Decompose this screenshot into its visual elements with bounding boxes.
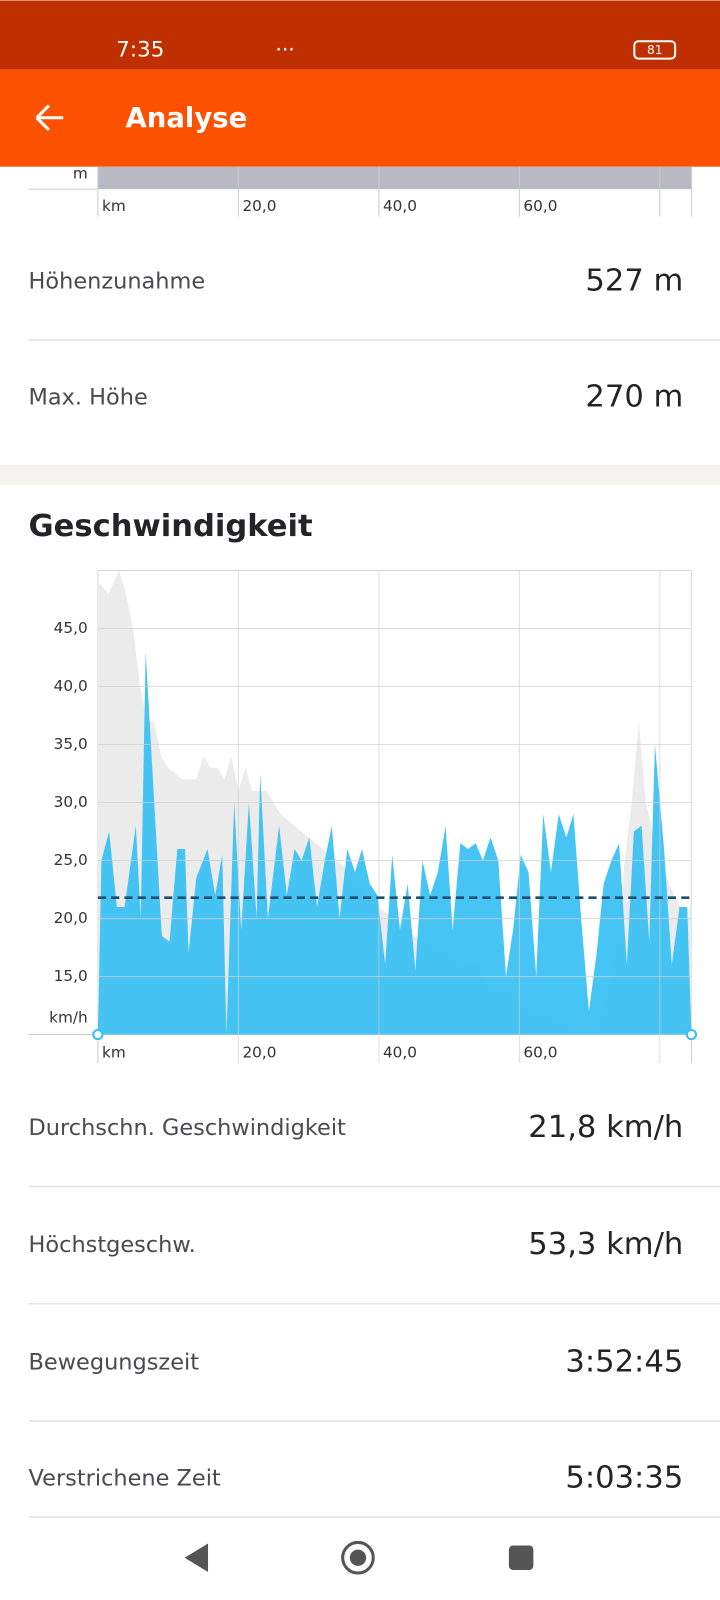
nav-home-dot <box>349 1549 367 1566</box>
stat-rows: Höhenzunahme 527 m Max. Höhe 270 m Durchschn… <box>29 263 720 1518</box>
stat-value: 21,8 km/h <box>528 1110 683 1145</box>
y-tick-label: 35,0 <box>54 735 88 753</box>
nav-back[interactable] <box>184 1543 209 1573</box>
nav-recents[interactable] <box>508 1545 534 1570</box>
elevation-band <box>97 166 692 190</box>
y-tick-label: 40,0 <box>54 677 88 695</box>
elevation-chart: m km 20,0 40,0 60,0 <box>28 164 692 217</box>
range-handle <box>92 1028 104 1041</box>
range-handle <box>685 1028 698 1041</box>
speed-area <box>97 651 692 1035</box>
y-tick-label: 30,0 <box>54 793 88 811</box>
x-tick-label: 20,0 <box>242 1043 276 1061</box>
y-tick-label: 20,0 <box>54 909 88 927</box>
x-tick-label: 20,0 <box>242 197 276 215</box>
stat-label: Verstrichene Zeit <box>29 1466 221 1492</box>
y-axis-label: km/h <box>49 1009 88 1027</box>
stat-label: Max. Höhe <box>29 385 148 411</box>
stat-value: 53,3 km/h <box>528 1227 683 1262</box>
battery-icon <box>633 40 677 60</box>
app-bar <box>0 69 720 167</box>
y-axis-label: m <box>73 164 88 182</box>
stat-value: 3:52:45 <box>565 1344 683 1379</box>
y-tick-label: 15,0 <box>54 967 88 985</box>
stat-label: Höchstgeschw. <box>29 1232 196 1258</box>
stat-label: Bewegungszeit <box>29 1349 200 1375</box>
x-tick-label: 60,0 <box>523 197 557 215</box>
status-bar <box>0 0 720 70</box>
battery-level: 81 <box>647 43 663 57</box>
nav-home[interactable] <box>341 1540 375 1575</box>
x-axis-label: km <box>102 1043 126 1061</box>
stat-label: Durchschn. Geschwindigkeit <box>29 1115 346 1141</box>
stat-value: 5:03:35 <box>565 1461 683 1496</box>
status-time: 7:35 <box>116 37 164 62</box>
chart-title: Geschwindigkeit <box>29 509 313 544</box>
stat-value: 270 m <box>585 380 683 415</box>
stat-label: Höhenzunahme <box>29 268 206 294</box>
back-button[interactable] <box>35 104 64 132</box>
stat-value: 527 m <box>585 263 683 298</box>
status-more: ··· <box>275 37 294 61</box>
x-tick-label: 60,0 <box>523 1043 557 1061</box>
y-tick-label: 25,0 <box>54 851 88 869</box>
x-tick-label: 40,0 <box>383 197 417 215</box>
app-title: Analyse <box>125 102 247 134</box>
x-axis-label: km <box>102 197 126 215</box>
speed-chart: 15,0 20,0 25,0 30,0 35,0 40,0 45,0 20,0 40,0 60,0… <box>28 570 698 1064</box>
section-gap <box>0 464 720 485</box>
x-tick-label: 40,0 <box>383 1043 417 1061</box>
y-tick-label: 45,0 <box>54 619 88 637</box>
